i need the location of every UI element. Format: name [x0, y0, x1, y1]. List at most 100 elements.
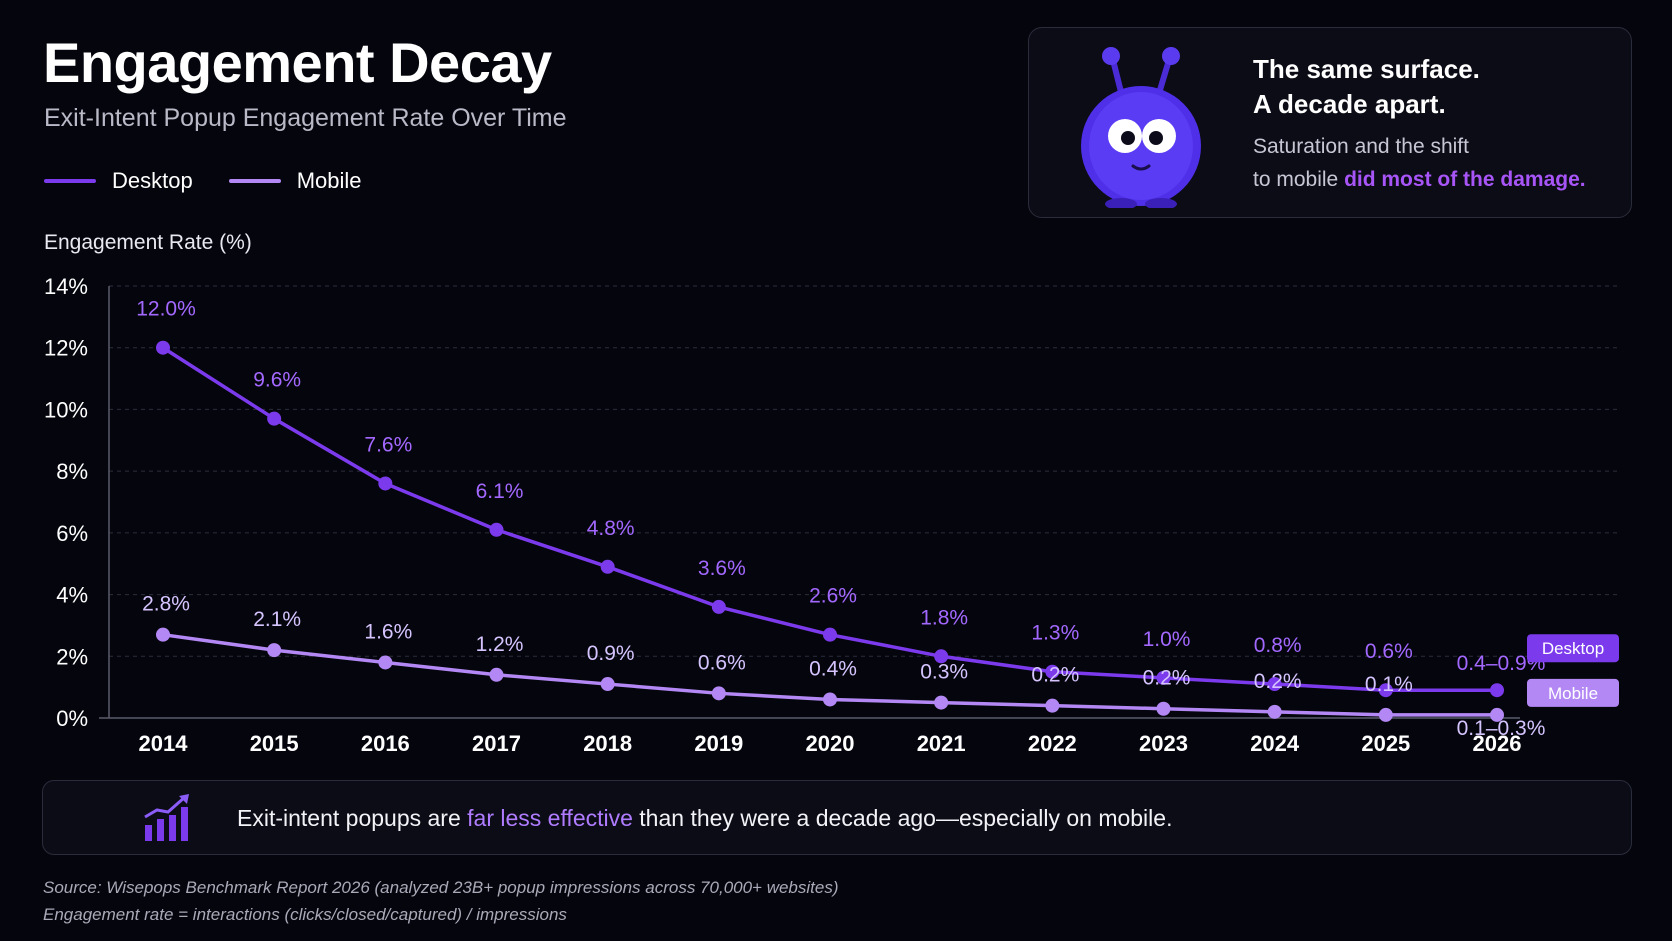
data-point-desktop — [156, 340, 170, 355]
data-point-desktop — [1156, 670, 1171, 685]
y-tick-label: 12% — [44, 336, 88, 361]
callout-card: The same surface. A decade apart. Satura… — [1028, 27, 1632, 218]
x-tick-label: 2022 — [1028, 731, 1077, 756]
x-tick-label: 2024 — [1250, 731, 1300, 756]
x-tick-label: 2017 — [472, 731, 521, 756]
data-point-mobile — [156, 627, 170, 642]
data-point-desktop — [934, 649, 949, 664]
data-point-desktop — [1045, 664, 1060, 679]
end-tag-mobile — [1527, 678, 1619, 707]
y-tick-label: 4% — [56, 583, 88, 608]
legend-label-mobile: Mobile — [296, 168, 362, 193]
page-title: Engagement Decay — [43, 31, 552, 94]
bar-chart-trend-icon — [144, 794, 189, 841]
data-label-mobile: 0.2% — [1031, 664, 1079, 687]
y-axis-label: Engagement Rate (%) — [44, 231, 252, 254]
takeaway-text-highlight: far less effective — [467, 805, 633, 831]
legend-label-desktop: Desktop — [112, 168, 193, 193]
legend-item-mobile: Mobile — [228, 168, 362, 194]
takeaway-text-end: than they were a decade ago—especially o… — [639, 805, 1173, 831]
data-point-desktop — [489, 522, 504, 537]
data-point-mobile — [1378, 707, 1393, 722]
data-point-mobile — [267, 643, 282, 658]
x-tick-label: 2023 — [1139, 731, 1188, 756]
chart-legend: Desktop Mobile — [44, 168, 362, 194]
callout-headline-line-2: A decade apart. — [1253, 89, 1446, 119]
data-label-desktop: 1.8% — [920, 606, 968, 629]
data-label-desktop: 12.0% — [136, 298, 196, 321]
data-label-mobile: 0.3% — [920, 661, 968, 684]
data-point-mobile — [1156, 701, 1171, 716]
x-tick-label: 2015 — [250, 731, 299, 756]
data-label-mobile: 0.1–0.3% — [1457, 717, 1546, 740]
data-point-mobile — [823, 692, 837, 707]
y-tick-label: 2% — [56, 644, 88, 669]
definition-line: Engagement rate = interactions (clicks/c… — [43, 905, 567, 924]
end-tag-desktop — [1527, 634, 1619, 663]
mascot-icon — [1081, 47, 1201, 208]
data-label-desktop: 0.6% — [1365, 640, 1413, 663]
data-label-mobile: 0.1% — [1365, 673, 1413, 696]
data-point-mobile — [600, 677, 615, 692]
callout-headline-line-1: The same surface. — [1253, 54, 1480, 84]
y-tick-label: 10% — [44, 397, 88, 422]
legend-item-desktop: Desktop — [44, 168, 193, 194]
data-point-mobile — [489, 667, 504, 682]
data-label-mobile: 0.2% — [1143, 667, 1191, 690]
takeaway-text-start: Exit-intent popups are — [237, 805, 461, 831]
x-tick-label: 2026 — [1473, 731, 1522, 756]
data-label-mobile: 2.8% — [142, 593, 190, 616]
data-point-mobile — [1267, 704, 1282, 719]
data-point-mobile — [934, 695, 949, 710]
x-tick-label: 2021 — [917, 731, 966, 756]
y-tick-label: 8% — [56, 459, 88, 484]
y-tick-label: 6% — [56, 521, 88, 546]
data-label-desktop: 1.0% — [1143, 628, 1191, 651]
data-label-desktop: 7.6% — [364, 433, 412, 456]
data-label-desktop: 4.8% — [587, 517, 635, 540]
takeaway-text: Exit-intent popups are far less effectiv… — [237, 805, 1172, 832]
legend-swatch-desktop — [44, 179, 96, 183]
x-tick-label: 2020 — [806, 731, 855, 756]
data-label-desktop: 1.3% — [1031, 622, 1079, 645]
takeaway-banner: Exit-intent popups are far less effectiv… — [42, 780, 1632, 855]
data-label-mobile: 1.6% — [364, 620, 412, 643]
data-label-desktop: 0.4–0.9% — [1457, 652, 1546, 675]
data-label-mobile: 0.6% — [698, 651, 746, 674]
data-point-mobile — [378, 655, 393, 670]
data-label-desktop: 9.6% — [253, 369, 301, 392]
data-label-mobile: 0.2% — [1254, 670, 1302, 693]
page-subtitle: Exit-Intent Popup Engagement Rate Over T… — [44, 104, 567, 132]
source-note: Source: Wisepops Benchmark Report 2026 (… — [43, 874, 839, 928]
data-label-desktop: 0.8% — [1254, 634, 1302, 657]
callout-headline: The same surface. A decade apart. — [1253, 52, 1613, 122]
end-tag-label-desktop: Desktop — [1542, 639, 1604, 658]
x-tick-label: 2014 — [139, 731, 189, 756]
data-point-desktop — [600, 559, 615, 574]
x-tick-label: 2019 — [694, 731, 743, 756]
callout-body-highlight: did most of the damage. — [1344, 168, 1586, 191]
source-line: Source: Wisepops Benchmark Report 2026 (… — [43, 878, 839, 897]
legend-swatch-mobile — [228, 179, 281, 183]
x-tick-label: 2016 — [361, 731, 410, 756]
callout-body-line-1: Saturation and the shift — [1253, 135, 1469, 158]
x-tick-label: 2025 — [1361, 731, 1410, 756]
data-point-desktop — [1490, 683, 1504, 698]
data-point-desktop — [1267, 677, 1282, 692]
data-label-desktop: 3.6% — [698, 557, 746, 580]
data-point-mobile — [711, 686, 726, 701]
data-label-desktop: 2.6% — [809, 585, 857, 608]
y-tick-label: 14% — [44, 274, 88, 299]
data-point-desktop — [378, 476, 393, 491]
x-tick-label: 2018 — [583, 731, 632, 756]
data-label-mobile: 0.9% — [587, 642, 635, 665]
callout-body-line-2: to mobile — [1253, 168, 1339, 191]
end-tag-label-mobile: Mobile — [1548, 684, 1598, 703]
data-point-desktop — [823, 627, 837, 642]
data-point-desktop — [1378, 683, 1393, 698]
data-label-mobile: 1.2% — [476, 633, 524, 656]
data-label-desktop: 6.1% — [476, 480, 524, 503]
data-label-mobile: 0.4% — [809, 657, 857, 680]
data-label-mobile: 2.1% — [253, 608, 301, 631]
